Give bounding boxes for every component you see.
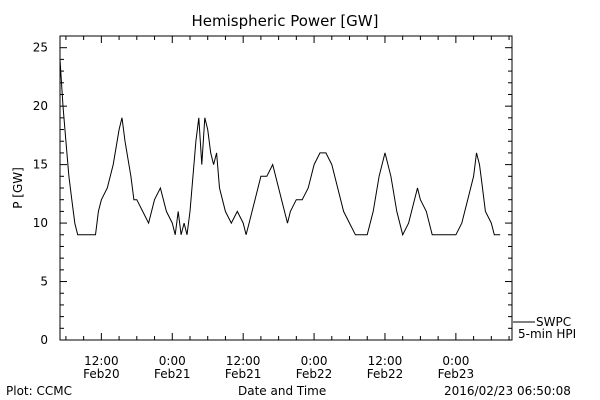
x-tick-date-label: Feb21 <box>225 367 262 381</box>
series <box>59 59 501 237</box>
chart-title: Hemispheric Power [GW] <box>191 12 379 30</box>
x-tick-time-label: 0:00 <box>442 354 469 368</box>
x-tick-time-label: 12:00 <box>84 354 119 368</box>
x-tick-time-label: 0:00 <box>301 354 328 368</box>
axes <box>59 35 513 341</box>
y-axis-label: P [GW] <box>11 167 25 209</box>
x-tick-time-label: 0:00 <box>159 354 186 368</box>
y-tick-label: 0 <box>40 333 48 347</box>
legend-5min-hpi: 5-min HPI <box>518 327 577 341</box>
x-tick-date-label: Feb22 <box>296 367 333 381</box>
series-line-swpc <box>59 59 501 237</box>
plot-timestamp: 2016/02/23 06:50:08 <box>444 384 571 398</box>
x-tick-date-label: Feb22 <box>367 367 404 381</box>
x-tick-date-label: Feb21 <box>154 367 191 381</box>
y-tick-label: 25 <box>33 41 48 55</box>
plot-credit: Plot: CCMC <box>6 384 72 398</box>
y-ticks: 0 5 10 15 20 25 <box>33 35 512 347</box>
y-tick-label: 15 <box>33 158 48 172</box>
x-axis-label: Date and Time <box>238 384 327 398</box>
x-tick-time-label: 12:00 <box>226 354 261 368</box>
y-tick-label: 10 <box>33 216 48 230</box>
y-tick-label: 5 <box>40 275 48 289</box>
x-tick-time-label: 12:00 <box>368 354 403 368</box>
y-tick-label: 20 <box>33 99 48 113</box>
x-tick-date-label: Feb20 <box>83 367 120 381</box>
x-ticks: 12:00Feb200:00Feb2112:00Feb210:00Feb2212… <box>65 36 510 381</box>
x-tick-date-label: Feb23 <box>438 367 475 381</box>
plot-frame <box>59 35 513 341</box>
legend-swpc: SWPC <box>536 315 572 329</box>
